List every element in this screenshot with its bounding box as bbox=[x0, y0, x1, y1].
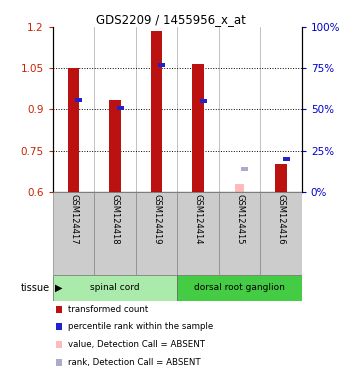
Bar bbox=[53, 275, 177, 301]
Bar bbox=[53, 192, 94, 275]
Bar bbox=[200, 99, 207, 103]
Bar bbox=[219, 192, 260, 275]
Bar bbox=[117, 106, 124, 110]
Text: GSM124417: GSM124417 bbox=[69, 194, 78, 245]
Bar bbox=[192, 64, 204, 192]
Bar bbox=[56, 323, 62, 330]
Text: tissue: tissue bbox=[20, 283, 49, 293]
Text: GSM124418: GSM124418 bbox=[110, 194, 120, 245]
Text: transformed count: transformed count bbox=[68, 305, 148, 314]
Bar bbox=[236, 184, 243, 192]
Text: value, Detection Call = ABSENT: value, Detection Call = ABSENT bbox=[68, 340, 205, 349]
Bar bbox=[275, 164, 287, 192]
Text: rank, Detection Call = ABSENT: rank, Detection Call = ABSENT bbox=[68, 358, 200, 367]
Bar bbox=[177, 192, 219, 275]
Bar bbox=[177, 275, 302, 301]
Text: GSM124416: GSM124416 bbox=[277, 194, 285, 245]
Text: GSM124419: GSM124419 bbox=[152, 194, 161, 245]
Bar bbox=[56, 359, 62, 366]
Text: dorsal root ganglion: dorsal root ganglion bbox=[194, 283, 285, 293]
Bar bbox=[109, 100, 121, 192]
Text: GSM124415: GSM124415 bbox=[235, 194, 244, 245]
Bar bbox=[260, 192, 302, 275]
Bar bbox=[94, 192, 136, 275]
Text: ▶: ▶ bbox=[55, 283, 62, 293]
Bar bbox=[75, 98, 82, 102]
Bar bbox=[68, 68, 79, 192]
Bar bbox=[56, 341, 62, 348]
Bar bbox=[241, 167, 248, 170]
Bar bbox=[283, 157, 290, 161]
Bar bbox=[158, 63, 165, 67]
Bar bbox=[56, 306, 62, 313]
Text: percentile rank within the sample: percentile rank within the sample bbox=[68, 322, 213, 331]
Bar bbox=[136, 192, 177, 275]
Text: GDS2209 / 1455956_x_at: GDS2209 / 1455956_x_at bbox=[95, 13, 246, 26]
Bar bbox=[151, 31, 162, 192]
Text: spinal cord: spinal cord bbox=[90, 283, 140, 293]
Text: GSM124414: GSM124414 bbox=[194, 194, 203, 245]
